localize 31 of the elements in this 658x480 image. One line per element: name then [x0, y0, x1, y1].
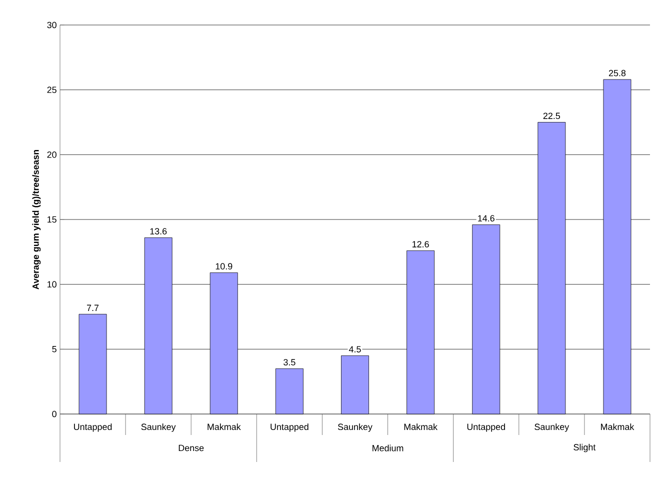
x-tick-label: Untapped: [74, 423, 112, 432]
data-label: 12.6: [412, 241, 429, 248]
y-tick-label: 5: [52, 346, 56, 352]
x-tick-label: Untapped: [467, 423, 505, 432]
data-label: 3.5: [284, 359, 296, 366]
y-tick-label: 10: [48, 281, 56, 288]
data-label: 25.8: [608, 70, 626, 76]
bar: [341, 355, 369, 414]
text: Dense: [178, 444, 204, 452]
data-label: 13.6: [150, 228, 167, 234]
x-tick-label: Saunkey: [141, 423, 176, 432]
data-label: 10.9: [216, 263, 232, 270]
text: Slight: [574, 444, 596, 452]
y-tick-label: 30: [47, 22, 56, 28]
x-tick-label: Makmak: [404, 423, 438, 430]
x-tick-label: Makmak: [208, 423, 241, 430]
y-tick-label: 0: [52, 410, 56, 418]
x-tick-label: Untapped: [270, 423, 308, 432]
y-axis-title: Average gum yield (g)/tree/seasn: [32, 150, 41, 290]
data-label: 14.6: [478, 215, 494, 222]
bar: [275, 368, 304, 414]
data-label: 4.5: [348, 346, 361, 352]
text: Medium: [372, 444, 404, 452]
data-label: 7.7: [87, 304, 99, 311]
y-tick-label: 20: [47, 151, 56, 158]
y-tick-label: 25: [47, 86, 56, 94]
data-label: 22.5: [543, 112, 560, 120]
x-tick-label: Saunkey: [338, 423, 372, 432]
x-tick-label: Makmak: [601, 423, 634, 430]
x-tick-label: Saunkey: [534, 423, 570, 432]
y-tick-label: 15: [48, 216, 56, 223]
